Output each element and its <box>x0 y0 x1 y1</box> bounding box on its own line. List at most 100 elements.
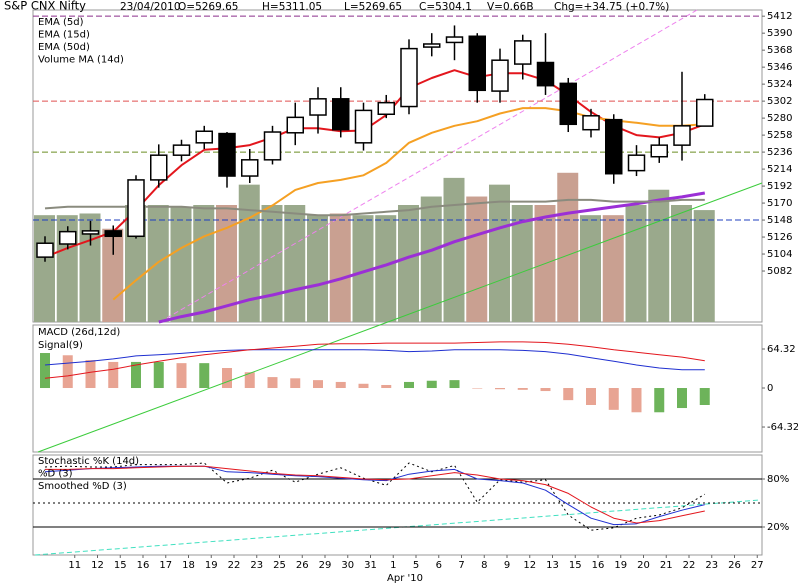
legend-entry: MACD (26d,12d) <box>38 327 120 338</box>
candle-body <box>696 98 714 127</box>
y-tick-label: 80% <box>767 474 789 485</box>
y-tick-label: 5346 <box>767 62 792 73</box>
candle-body <box>400 47 418 108</box>
y-tick-label: 64.32 <box>767 344 796 355</box>
volume-bar <box>602 215 624 322</box>
macd-bar <box>517 388 528 390</box>
x-tick-label: 25 <box>273 560 286 571</box>
x-tick-label: 23 <box>250 560 263 571</box>
x-tick-label: 16 <box>592 560 605 571</box>
macd-bar <box>313 380 323 389</box>
x-tick-label: 22 <box>228 560 241 571</box>
macd-bar <box>631 388 642 413</box>
header-field: H=5311.05 <box>262 1 322 13</box>
x-tick-label: 23 <box>705 560 718 571</box>
volume-bar <box>216 205 237 322</box>
x-tick-label: 13 <box>546 560 559 571</box>
volume-bar <box>284 205 306 322</box>
y-tick-label: 5390 <box>767 28 792 39</box>
x-tick-label: 22 <box>683 560 696 571</box>
x-tick-label: 12 <box>523 560 536 571</box>
x-tick-label: 7 <box>458 560 464 571</box>
candle-body <box>559 82 577 126</box>
macd-bar <box>608 388 619 410</box>
volume-bar <box>193 205 215 322</box>
volume-bar <box>420 196 442 322</box>
volume-bar <box>693 210 715 322</box>
candle-body <box>59 230 77 245</box>
candle-body <box>263 131 282 161</box>
macd-bar <box>563 388 574 401</box>
stochastic-panel <box>32 454 763 556</box>
macd-bar <box>222 368 232 389</box>
y-tick-label: 5126 <box>767 232 792 243</box>
candle-body <box>127 179 145 238</box>
y-tick-label: 5412 <box>767 11 792 22</box>
header-field: O=5269.65 <box>178 1 238 13</box>
candle-body <box>514 40 532 65</box>
y-tick-label: 5104 <box>767 249 792 260</box>
volume-bar <box>34 215 55 322</box>
candle-body <box>286 116 304 134</box>
macd-bar <box>40 353 50 389</box>
candle-body <box>104 230 122 238</box>
series-line <box>44 462 706 531</box>
volume-bar <box>352 215 374 322</box>
candle-body <box>150 154 168 181</box>
volume-bar <box>648 189 670 322</box>
candle-body <box>81 230 100 235</box>
macd-bar <box>199 363 210 389</box>
macd-bar <box>244 372 255 389</box>
legend-entry: Volume MA (14d) <box>38 55 124 66</box>
x-tick-label: 5 <box>413 560 419 571</box>
volume-bar <box>557 172 579 322</box>
header-field: 23/04/2010 <box>120 1 181 13</box>
series-line <box>44 349 705 371</box>
macd-bar <box>540 388 551 392</box>
candle-body <box>445 36 464 44</box>
x-tick-label: 29 <box>319 560 332 571</box>
candle-body <box>377 101 395 116</box>
y-tick-label: 5214 <box>767 164 792 175</box>
volume-bar <box>329 213 351 322</box>
trend-line <box>37 182 763 453</box>
x-tick-label: 9 <box>504 560 510 571</box>
candle-body <box>605 118 623 175</box>
volume-bar <box>102 228 124 322</box>
macd-bar <box>153 361 164 389</box>
macd-bar <box>267 377 278 389</box>
x-tick-label: 31 <box>364 560 377 571</box>
candle-body <box>218 132 236 177</box>
y-tick-label: 0 <box>767 383 773 394</box>
x-tick-label: 21 <box>660 560 673 571</box>
candle-body <box>172 144 191 156</box>
series-line <box>44 465 705 526</box>
volume-bar <box>671 205 692 322</box>
chart-title: S&P CNX Nifty <box>4 0 86 13</box>
candle-body <box>36 242 54 258</box>
x-tick-label: 17 <box>159 560 172 571</box>
candle-body <box>627 154 646 172</box>
x-tick-label: 6 <box>436 560 442 571</box>
macd-bar <box>472 388 483 389</box>
y-tick-label: -64.32 <box>767 422 798 433</box>
candle-body <box>468 35 486 92</box>
y-tick-label: 5082 <box>767 266 792 277</box>
x-tick-label: 12 <box>91 560 104 571</box>
candle-body <box>309 98 327 116</box>
x-tick-label: 20 <box>637 560 650 571</box>
series-line <box>44 341 705 379</box>
x-tick-label: 26 <box>728 560 741 571</box>
header-field: Chg=+34.75 (+0.7%) <box>554 1 669 13</box>
candle-body <box>673 125 691 146</box>
y-tick-label: 5368 <box>767 45 792 56</box>
macd-bar <box>654 388 665 413</box>
legend-entry: Signal(9) <box>38 340 83 351</box>
macd-bar <box>358 383 369 389</box>
candle-body <box>423 43 441 48</box>
series-line <box>45 465 705 524</box>
macd-bar <box>176 363 187 389</box>
candle-body <box>195 130 213 144</box>
series-line <box>44 198 705 217</box>
